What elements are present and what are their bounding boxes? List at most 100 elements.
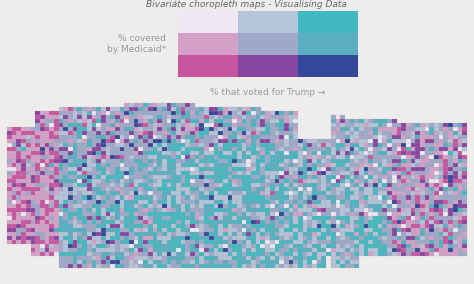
Bar xyxy=(284,244,289,248)
Bar xyxy=(185,199,190,204)
Bar xyxy=(237,127,242,131)
Bar xyxy=(373,131,378,135)
Bar xyxy=(350,244,355,248)
Bar xyxy=(204,236,209,240)
Bar xyxy=(124,244,129,248)
Bar xyxy=(373,244,378,248)
Bar xyxy=(223,111,228,115)
Bar xyxy=(213,155,219,159)
Bar xyxy=(204,187,209,191)
Bar xyxy=(397,248,401,252)
Bar xyxy=(303,175,308,179)
Bar xyxy=(200,248,204,252)
Bar xyxy=(124,115,129,119)
Bar xyxy=(378,207,383,212)
Bar xyxy=(237,139,242,143)
Bar xyxy=(415,151,420,155)
Bar xyxy=(166,220,172,224)
Bar xyxy=(462,236,467,240)
Bar xyxy=(30,248,36,252)
Bar xyxy=(406,139,411,143)
Bar xyxy=(185,240,190,244)
Bar xyxy=(166,155,172,159)
Bar xyxy=(340,244,345,248)
Bar xyxy=(101,203,106,208)
Bar xyxy=(153,187,157,191)
Bar xyxy=(293,147,298,151)
Bar xyxy=(190,151,195,155)
Bar xyxy=(209,195,214,199)
Bar xyxy=(143,103,148,107)
Bar xyxy=(54,240,59,244)
Bar xyxy=(397,159,401,163)
Bar xyxy=(354,207,359,212)
Bar xyxy=(256,147,261,151)
Bar xyxy=(246,248,251,252)
Bar xyxy=(401,248,406,252)
Bar xyxy=(12,131,17,135)
Bar xyxy=(157,187,162,191)
Bar xyxy=(176,260,181,264)
Bar xyxy=(232,212,237,216)
Bar xyxy=(73,175,78,179)
Bar xyxy=(12,171,17,175)
Bar xyxy=(303,236,308,240)
Bar xyxy=(190,175,195,179)
Bar xyxy=(321,244,326,248)
Bar xyxy=(54,224,59,228)
Bar xyxy=(110,244,115,248)
Bar xyxy=(166,115,172,119)
Bar xyxy=(354,212,359,216)
Bar xyxy=(261,179,265,183)
Bar xyxy=(200,171,204,175)
Bar xyxy=(143,135,148,139)
Bar xyxy=(49,248,54,252)
Bar xyxy=(383,155,387,159)
Bar xyxy=(40,244,45,248)
Bar xyxy=(242,227,246,232)
Bar xyxy=(429,183,434,187)
Bar xyxy=(59,183,64,187)
Bar xyxy=(181,240,185,244)
Bar xyxy=(134,203,138,208)
Bar xyxy=(321,163,326,167)
Bar xyxy=(415,131,420,135)
Bar xyxy=(270,111,274,115)
Bar xyxy=(209,135,214,139)
Bar xyxy=(410,240,415,244)
Bar xyxy=(350,207,355,212)
Bar xyxy=(387,151,392,155)
Bar xyxy=(457,143,462,147)
Bar xyxy=(317,207,321,212)
Bar xyxy=(143,115,148,119)
Bar xyxy=(148,207,153,212)
Bar xyxy=(204,143,209,147)
Bar xyxy=(171,252,176,256)
Bar xyxy=(223,123,228,127)
Bar xyxy=(274,187,279,191)
Bar xyxy=(270,155,274,159)
Bar xyxy=(373,179,378,183)
Bar xyxy=(246,163,251,167)
Bar xyxy=(354,143,359,147)
Bar xyxy=(237,224,242,228)
Bar xyxy=(321,260,326,264)
Bar xyxy=(392,191,397,195)
Bar xyxy=(364,155,368,159)
Bar xyxy=(124,236,129,240)
Bar xyxy=(284,203,289,208)
Bar xyxy=(420,155,425,159)
Bar xyxy=(251,115,256,119)
Bar xyxy=(77,147,82,151)
Bar xyxy=(336,119,340,123)
Bar xyxy=(434,203,439,208)
Bar xyxy=(91,143,96,147)
Bar xyxy=(213,203,219,208)
Bar xyxy=(195,167,200,171)
Bar xyxy=(35,203,40,208)
Bar xyxy=(251,175,256,179)
Bar xyxy=(232,199,237,204)
Bar xyxy=(73,216,78,220)
Bar xyxy=(228,155,232,159)
Bar xyxy=(448,135,453,139)
